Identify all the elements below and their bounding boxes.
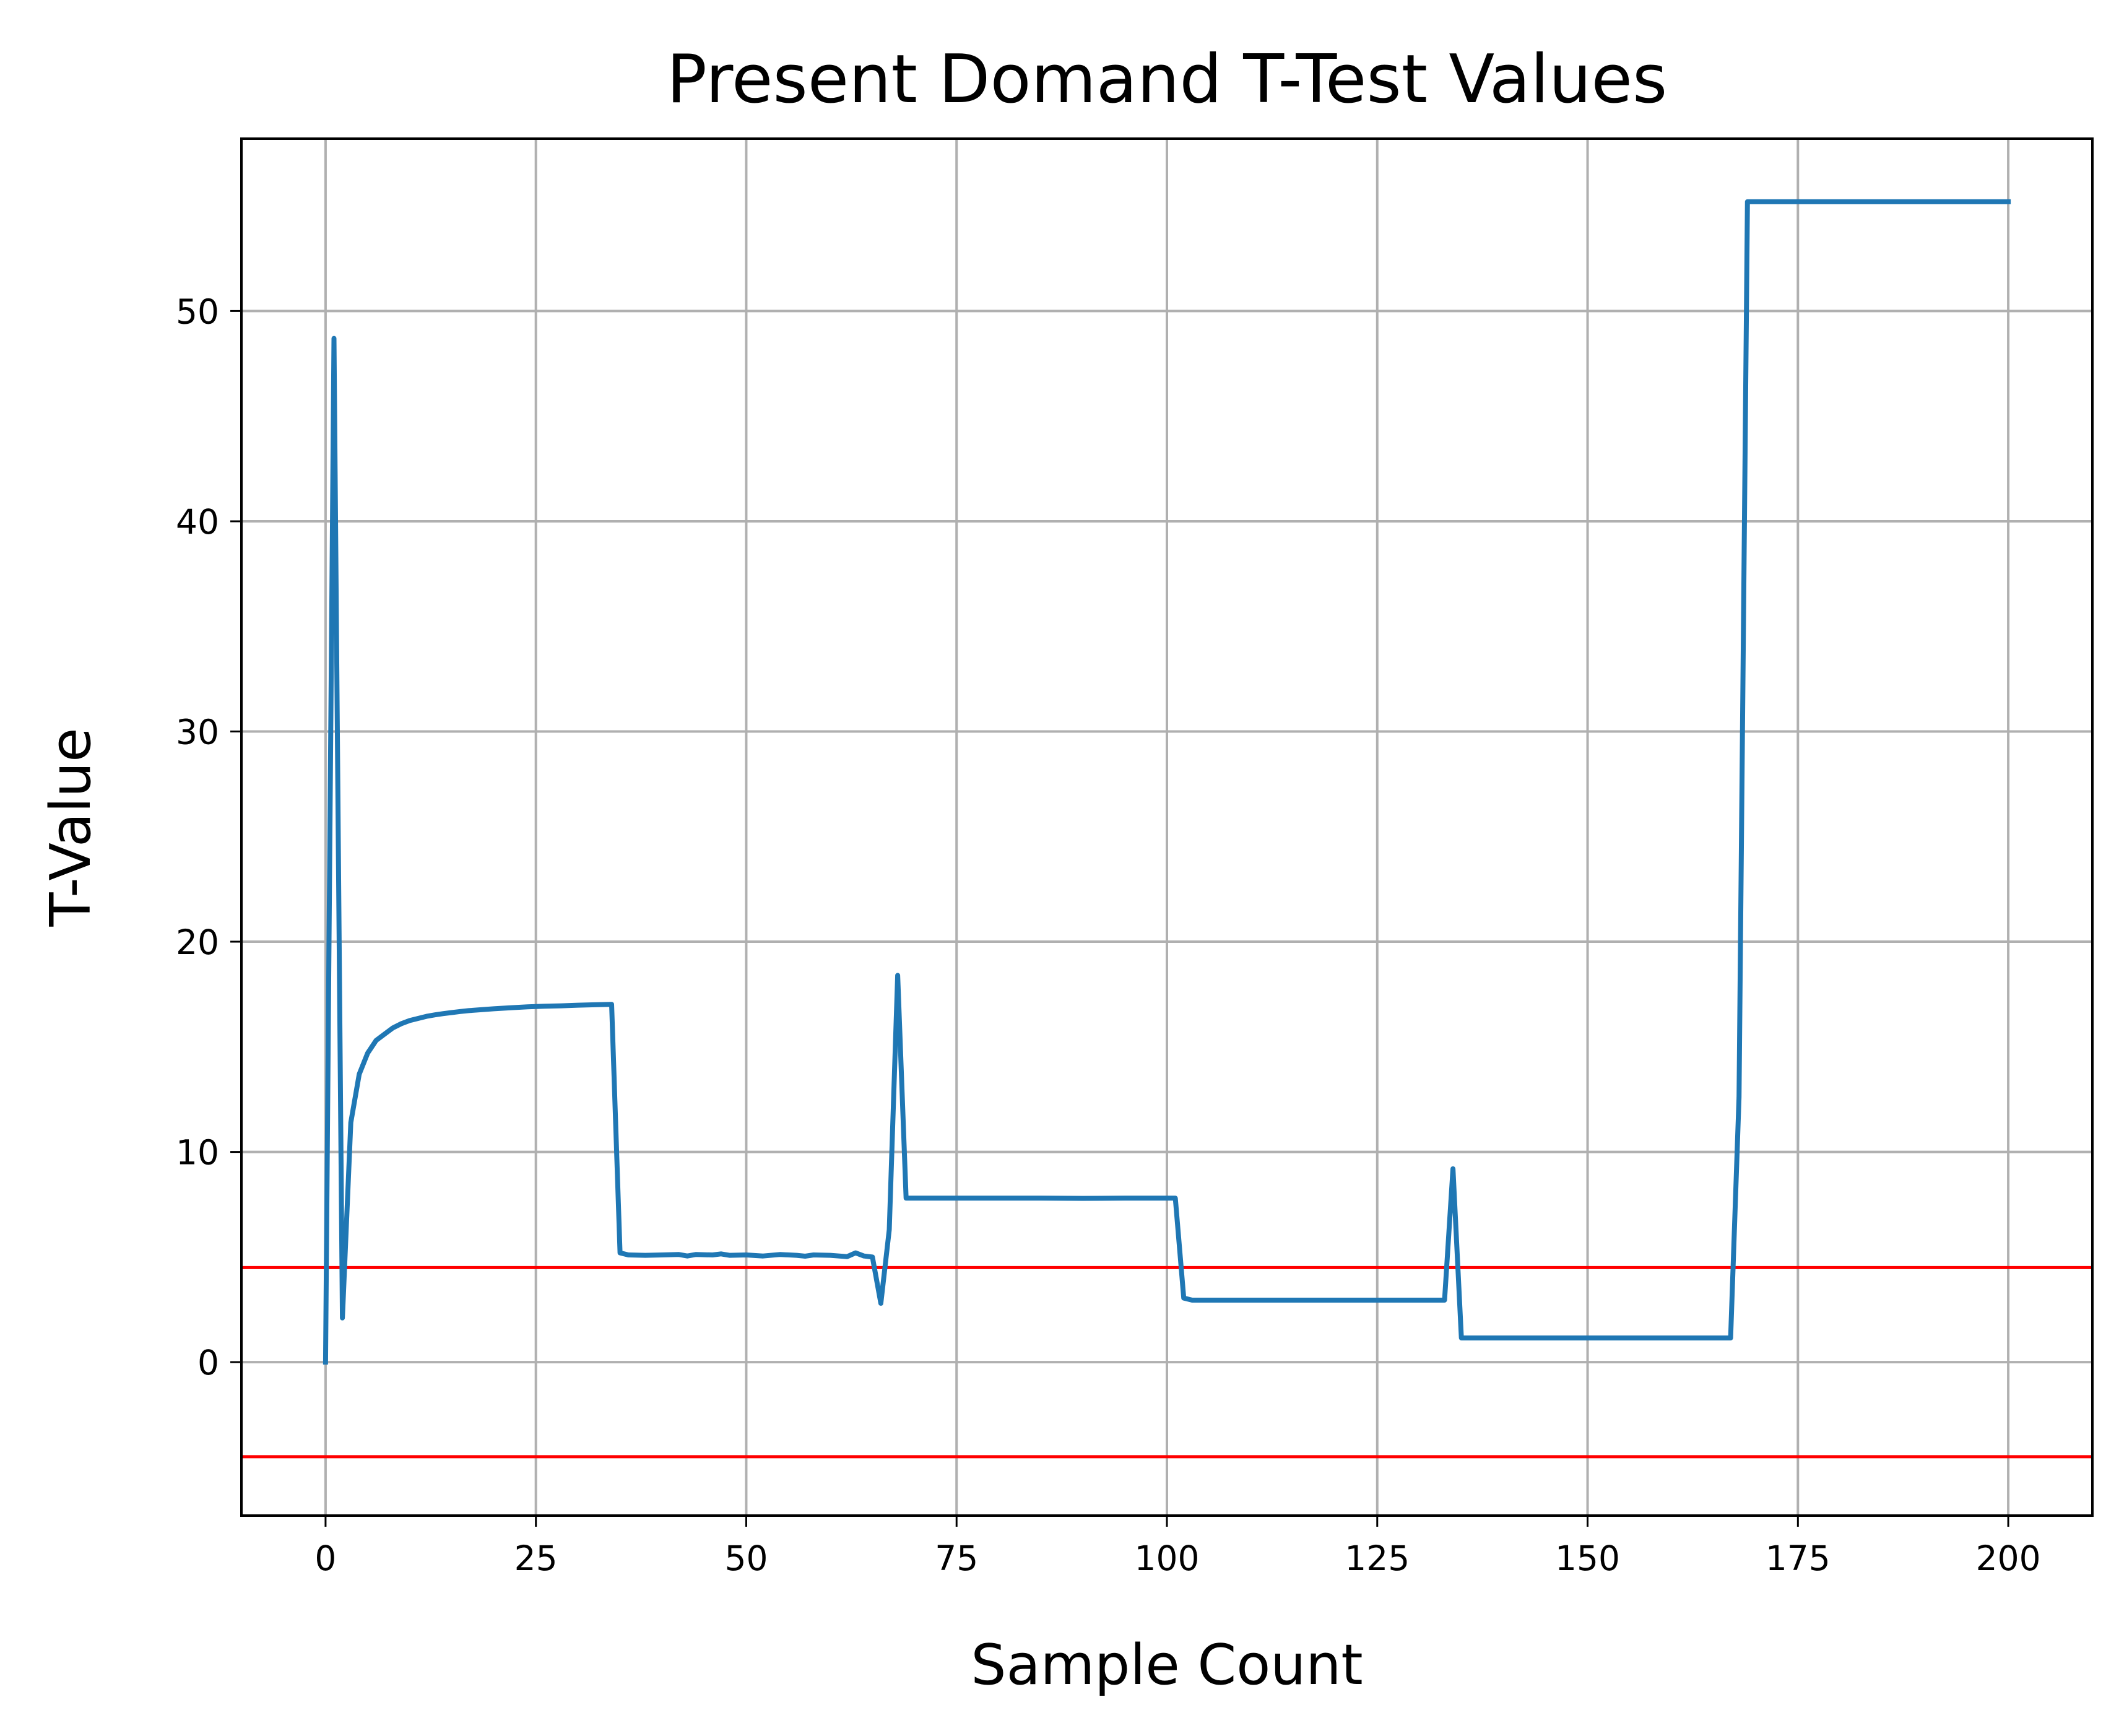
grid-lines xyxy=(241,139,2092,1516)
y-tick-label: 40 xyxy=(176,502,219,542)
x-tick-label: 125 xyxy=(1345,1539,1410,1578)
axis-ticks: 0 25 50 75 100 125 150 175 200 0 10 20 30 40 50 xyxy=(176,292,2041,1578)
series-line xyxy=(323,199,2011,1365)
y-axis-label: T-Value xyxy=(38,727,103,927)
x-tick-label: 25 xyxy=(514,1539,558,1578)
y-tick-label: 30 xyxy=(176,713,219,752)
x-tick-label: 150 xyxy=(1555,1539,1620,1578)
x-axis-label: Sample Count xyxy=(971,1633,1363,1698)
x-tick-label: 100 xyxy=(1135,1539,1200,1578)
chart-title: Present Domand T-Test Values xyxy=(667,41,1667,118)
y-tick-label: 0 xyxy=(197,1343,219,1382)
threshold-lines xyxy=(241,1265,2092,1459)
x-tick-label: 0 xyxy=(314,1539,336,1578)
x-tick-label: 75 xyxy=(935,1539,978,1578)
y-tick-label: 50 xyxy=(176,292,219,331)
x-tick-label: 200 xyxy=(1976,1539,2041,1578)
y-tick-label: 20 xyxy=(176,922,219,962)
series-layer xyxy=(323,199,2011,1365)
x-tick-label: 175 xyxy=(1766,1539,1831,1578)
y-tick-label: 10 xyxy=(176,1133,219,1173)
x-tick-label: 50 xyxy=(724,1539,768,1578)
